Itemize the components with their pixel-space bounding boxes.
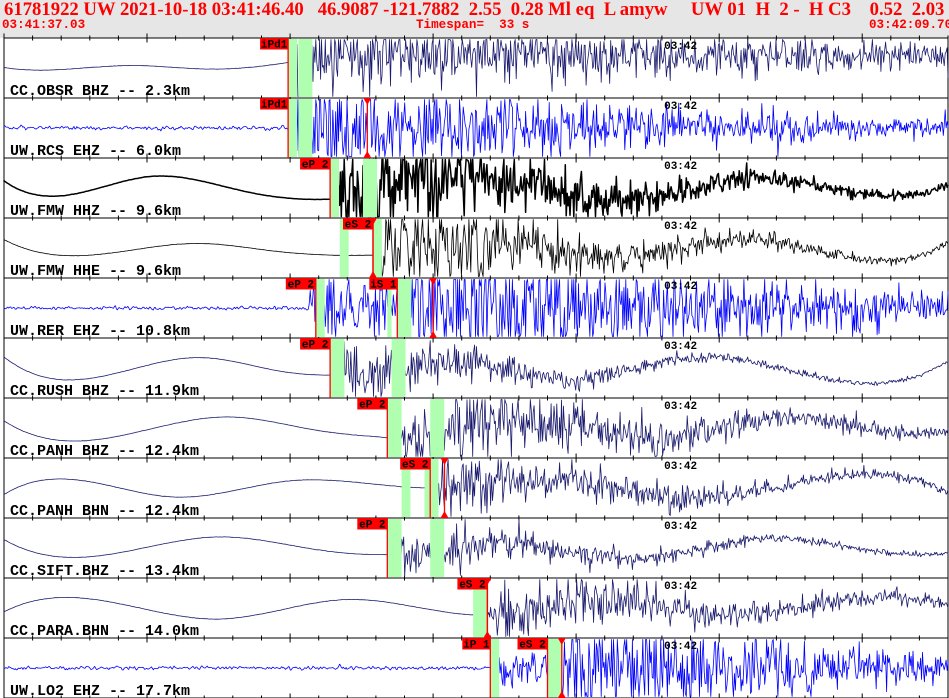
svg-text:eP 2: eP 2: [302, 339, 328, 351]
svg-text:CC.RUSH BHZ -- 11.9km: CC.RUSH BHZ -- 11.9km: [10, 383, 199, 400]
svg-text:UW.FMW HHZ -- 9.6km: UW.FMW HHZ -- 9.6km: [10, 203, 181, 220]
svg-text:03:42: 03:42: [664, 401, 697, 413]
svg-text:eP 2: eP 2: [359, 519, 385, 531]
svg-text:CC.OBSR BHZ -- 2.3km: CC.OBSR BHZ -- 2.3km: [10, 83, 190, 100]
svg-text:03:42: 03:42: [664, 341, 697, 353]
svg-text:03:42: 03:42: [664, 461, 697, 473]
svg-text:03:42: 03:42: [664, 41, 697, 53]
svg-text:eP 2: eP 2: [302, 159, 328, 171]
svg-text:03:42: 03:42: [664, 641, 697, 653]
svg-text:eP 2: eP 2: [288, 279, 314, 291]
svg-text:eP 2: eP 2: [359, 399, 385, 411]
svg-text:CC.PANH BHZ -- 12.4km: CC.PANH BHZ -- 12.4km: [10, 443, 199, 460]
svg-text:UW.RCS EHZ -- 6.0km: UW.RCS EHZ -- 6.0km: [10, 143, 181, 160]
svg-text:03:42: 03:42: [664, 521, 697, 533]
svg-text:CC.SIFT.BHZ -- 13.4km: CC.SIFT.BHZ -- 13.4km: [10, 563, 199, 580]
svg-text:UW.LO2 EHZ -- 17.7km: UW.LO2 EHZ -- 17.7km: [10, 683, 190, 698]
svg-text:eS 2: eS 2: [459, 579, 485, 591]
svg-text:iPd1: iPd1: [261, 39, 288, 51]
svg-text:iPd1: iPd1: [261, 99, 288, 111]
svg-text:iP 1: iP 1: [463, 639, 490, 651]
svg-text:iS 1: iS 1: [370, 279, 397, 291]
svg-text:UW.RER EHZ -- 10.8km: UW.RER EHZ -- 10.8km: [10, 323, 190, 340]
svg-text:03:42: 03:42: [664, 281, 697, 293]
svg-text:03:42: 03:42: [664, 161, 697, 173]
svg-text:eS 2: eS 2: [402, 459, 428, 471]
svg-text:eS 2: eS 2: [345, 219, 371, 231]
svg-text:CC.PARA.BHN -- 14.0km: CC.PARA.BHN -- 14.0km: [10, 623, 199, 640]
svg-text:UW.FMW HHE -- 9.6km: UW.FMW HHE -- 9.6km: [10, 263, 181, 280]
svg-text:03:42: 03:42: [664, 101, 697, 113]
svg-text:CC.PANH BHN -- 12.4km: CC.PANH BHN -- 12.4km: [10, 503, 199, 520]
svg-text:03:42: 03:42: [664, 221, 697, 233]
svg-text:eS 2: eS 2: [519, 639, 545, 651]
svg-text:03:42: 03:42: [664, 581, 697, 593]
